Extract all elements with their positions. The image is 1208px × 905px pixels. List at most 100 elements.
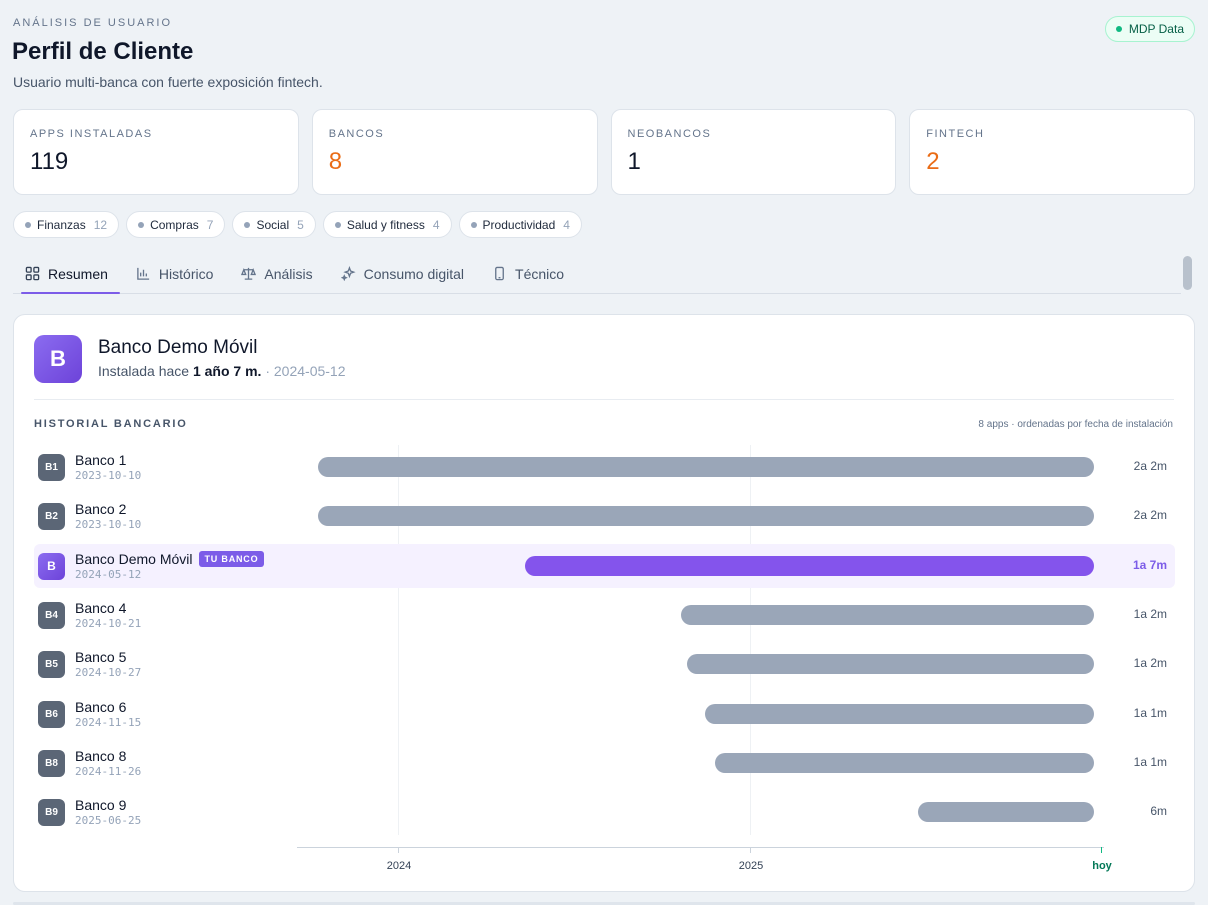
chip-productividad[interactable]: Productividad 4 [458, 211, 582, 238]
chip-label: Social [256, 217, 290, 232]
install-date: 2025-06-25 [75, 814, 142, 828]
gridline-2025 [750, 445, 751, 835]
chip-dot-icon [138, 221, 145, 228]
chip-count: 5 [297, 217, 304, 232]
category-chips: Finanzas 12 Compras 7 Social 5 Salud y fitn… [13, 211, 582, 238]
chip-finanzas[interactable]: Finanzas 12 [13, 211, 120, 238]
app-meta: Instalada hace 1 año 7 m. · 2024-05-12 [98, 363, 346, 379]
stat-value: 8 [328, 148, 343, 175]
stat-card-banks: BANCOS 8 [311, 109, 598, 195]
chip-salud[interactable]: Salud y fitness 4 [322, 211, 452, 238]
chip-compras[interactable]: Compras 7 [126, 211, 226, 238]
bank-logo-icon: B6 [38, 700, 65, 728]
tenure-duration: 2a 2m [1133, 508, 1167, 523]
tenure-duration: 1a 2m [1133, 656, 1167, 671]
your-bank-badge: TU BANCO [198, 550, 265, 567]
chip-dot-icon [25, 221, 31, 228]
tenure-duration: 6m [1150, 804, 1167, 819]
chip-count: 7 [206, 217, 214, 232]
history-section-note: 8 apps · ordenadas por fecha de instalac… [978, 419, 1173, 430]
tenure-duration: 2a 2m [1133, 459, 1167, 473]
chip-label: Compras [150, 217, 199, 232]
tab-resumen[interactable]: Resumen [13, 254, 120, 294]
bank-name: Banco 2 [75, 501, 126, 517]
axis-tick [750, 847, 751, 853]
tab-label: Técnico [515, 265, 565, 282]
tenure-duration: 1a 7m [1132, 557, 1167, 572]
bank-name: Banco 5 [75, 649, 126, 665]
axis-label-today: hoy [1092, 860, 1112, 872]
tab-tecnico[interactable]: Técnico [480, 254, 576, 293]
bank-logo-icon: B9 [38, 799, 65, 827]
timeline-row[interactable]: B6 Banco 6 2024-11-15 1a 1m [34, 692, 1175, 736]
timeline-row[interactable]: B9 Banco 9 2025-06-25 6m [34, 790, 1175, 834]
stat-card-neobanks: NEOBANCOS 1 [610, 109, 897, 195]
timeline-row[interactable]: B8 Banco 8 2024-11-26 1a 1m [34, 741, 1175, 785]
bank-logo-icon: B [38, 552, 65, 580]
tenure-bar [524, 555, 1094, 576]
install-date: 2024-10-27 [75, 666, 142, 680]
tab-analisis[interactable]: Análisis [229, 254, 324, 293]
stat-label: APPS INSTALADAS [30, 128, 153, 140]
bank-name-text: Banco Demo Móvil [75, 550, 193, 567]
chip-count: 12 [93, 217, 108, 232]
app-name: Banco Demo Móvil [98, 337, 258, 358]
tab-label: Resumen [48, 265, 108, 282]
bank-name-text: Banco 8 [75, 747, 127, 764]
timeline-row[interactable]: B Banco Demo Móvil TU BANCO 2024-05-12 1a 7m [34, 543, 1175, 588]
tab-historico[interactable]: Histórico [124, 254, 225, 293]
phone-icon [495, 266, 504, 281]
install-date: 2024-10-21 [75, 616, 142, 630]
axis-label: 2024 [386, 860, 412, 872]
bar-chart-icon [137, 267, 150, 280]
install-date: 2023-10-10 [75, 518, 142, 532]
bank-logo-icon: B8 [38, 749, 65, 777]
next-card-edge [13, 902, 1195, 905]
axis-label: 2025 [738, 860, 764, 872]
chip-social[interactable]: Social 5 [232, 211, 316, 238]
install-date: 2023-10-10 [75, 469, 142, 482]
timeline-row[interactable]: B1 Banco 1 2023-10-10 2a 2m [34, 445, 1175, 489]
data-source-label: MDP Data [1128, 22, 1184, 36]
stat-label: NEOBANCOS [627, 128, 712, 140]
axis-tick-today [1101, 847, 1102, 853]
tenure-bar [318, 506, 1094, 527]
divider [34, 399, 1174, 400]
bank-name-text: Banco 5 [75, 649, 127, 666]
bank-name-text: Banco 9 [75, 797, 127, 814]
tab-consumo-digital[interactable]: Consumo digital [329, 254, 476, 293]
page-title: Perfil de Cliente [12, 38, 194, 65]
install-date: 2024-05-12 [75, 567, 142, 581]
stat-card-fintech: FINTECH 2 [909, 109, 1195, 195]
app-install-age: 1 año 7 m. [192, 363, 262, 379]
data-source-badge: MDP Data [1104, 16, 1195, 42]
timeline-row[interactable]: B4 Banco 4 2024-10-21 1a 2m [34, 593, 1175, 637]
tab-bar: Resumen Histórico Análisis Consumo digit… [13, 254, 1181, 294]
app-meta-prefix: Instalada hace [98, 363, 193, 379]
sparkles-icon [340, 266, 356, 281]
bank-detail-card: B Banco Demo Móvil Instalada hace 1 año … [13, 314, 1195, 892]
bank-name: Banco 6 [75, 699, 126, 715]
tenure-bar [318, 457, 1094, 477]
tab-label: Consumo digital [363, 265, 465, 282]
install-date: 2024-11-15 [75, 715, 142, 729]
chip-dot-icon [334, 221, 341, 228]
bank-logo-icon: B5 [38, 651, 65, 679]
stat-label: BANCOS [328, 128, 385, 140]
chip-label: Productividad [482, 217, 556, 232]
history-section-label: HISTORIAL BANCARIO [34, 418, 188, 430]
stat-value: 2 [926, 148, 940, 175]
chip-dot-icon [244, 221, 251, 228]
timeline-row[interactable]: B5 Banco 5 2024-10-27 1a 2m [34, 642, 1175, 686]
timeline-row[interactable]: B2 Banco 2 2023-10-10 2a 2m [34, 494, 1175, 538]
tenure-duration: 1a 1m [1133, 754, 1167, 769]
bank-name: Banco 8 [75, 748, 126, 764]
stat-label: FINTECH [926, 128, 985, 140]
chip-label: Finanzas [37, 217, 86, 232]
bank-name: Banco 1 [75, 452, 126, 468]
tab-scrollbar[interactable] [1183, 256, 1192, 290]
bank-name-text: Banco 4 [75, 599, 127, 616]
tenure-bar [918, 802, 1094, 823]
app-meta-separator: · [261, 363, 274, 379]
